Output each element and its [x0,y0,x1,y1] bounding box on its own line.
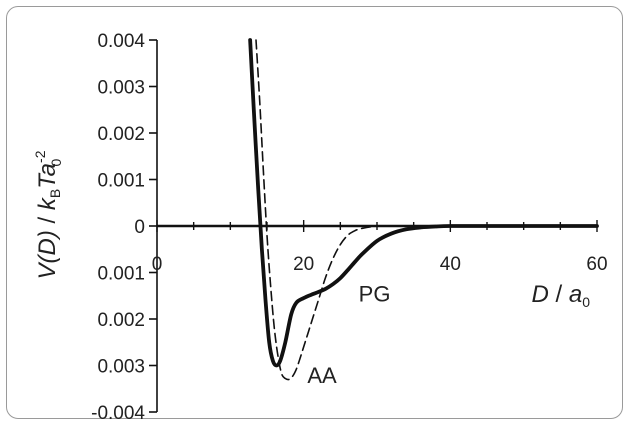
y-axis: 0.004 0.003 0.002 0.001 0 0.001 0.002 0.003 -0.0… [91,31,158,424]
x-tick-label: 40 [440,254,461,275]
y-tick-label: 0.003 [97,357,145,378]
y-tick-label: 0.003 [97,78,145,99]
curve-label-aa: AA [307,363,337,388]
curve-labels: PG AA [307,281,390,387]
y-tick-label: 0.004 [97,31,145,52]
series-line-aa [255,39,452,381]
x-tick-label: 60 [586,254,607,275]
y-tick-label: 0.001 [97,264,145,285]
y-tick-label: 0.001 [97,171,145,192]
y-tick-label: 0.002 [97,310,145,331]
y-axis-title: V(D) / kBTa-20 [32,150,64,279]
x-axis-title: D / a0 [531,281,590,310]
y-tick-label: -0.004 [91,403,145,424]
y-tick-label: 0 [134,217,145,238]
curve-label-pg: PG [359,281,391,306]
x-tick-label: 0 [152,254,163,275]
y-tick-label: 0.002 [97,124,145,145]
chart-frame [6,6,623,419]
x-axis: 0 20 40 60 [152,220,608,275]
series-line-pg [248,38,599,368]
x-tick-label: 20 [293,254,314,275]
series-lines [248,38,599,381]
